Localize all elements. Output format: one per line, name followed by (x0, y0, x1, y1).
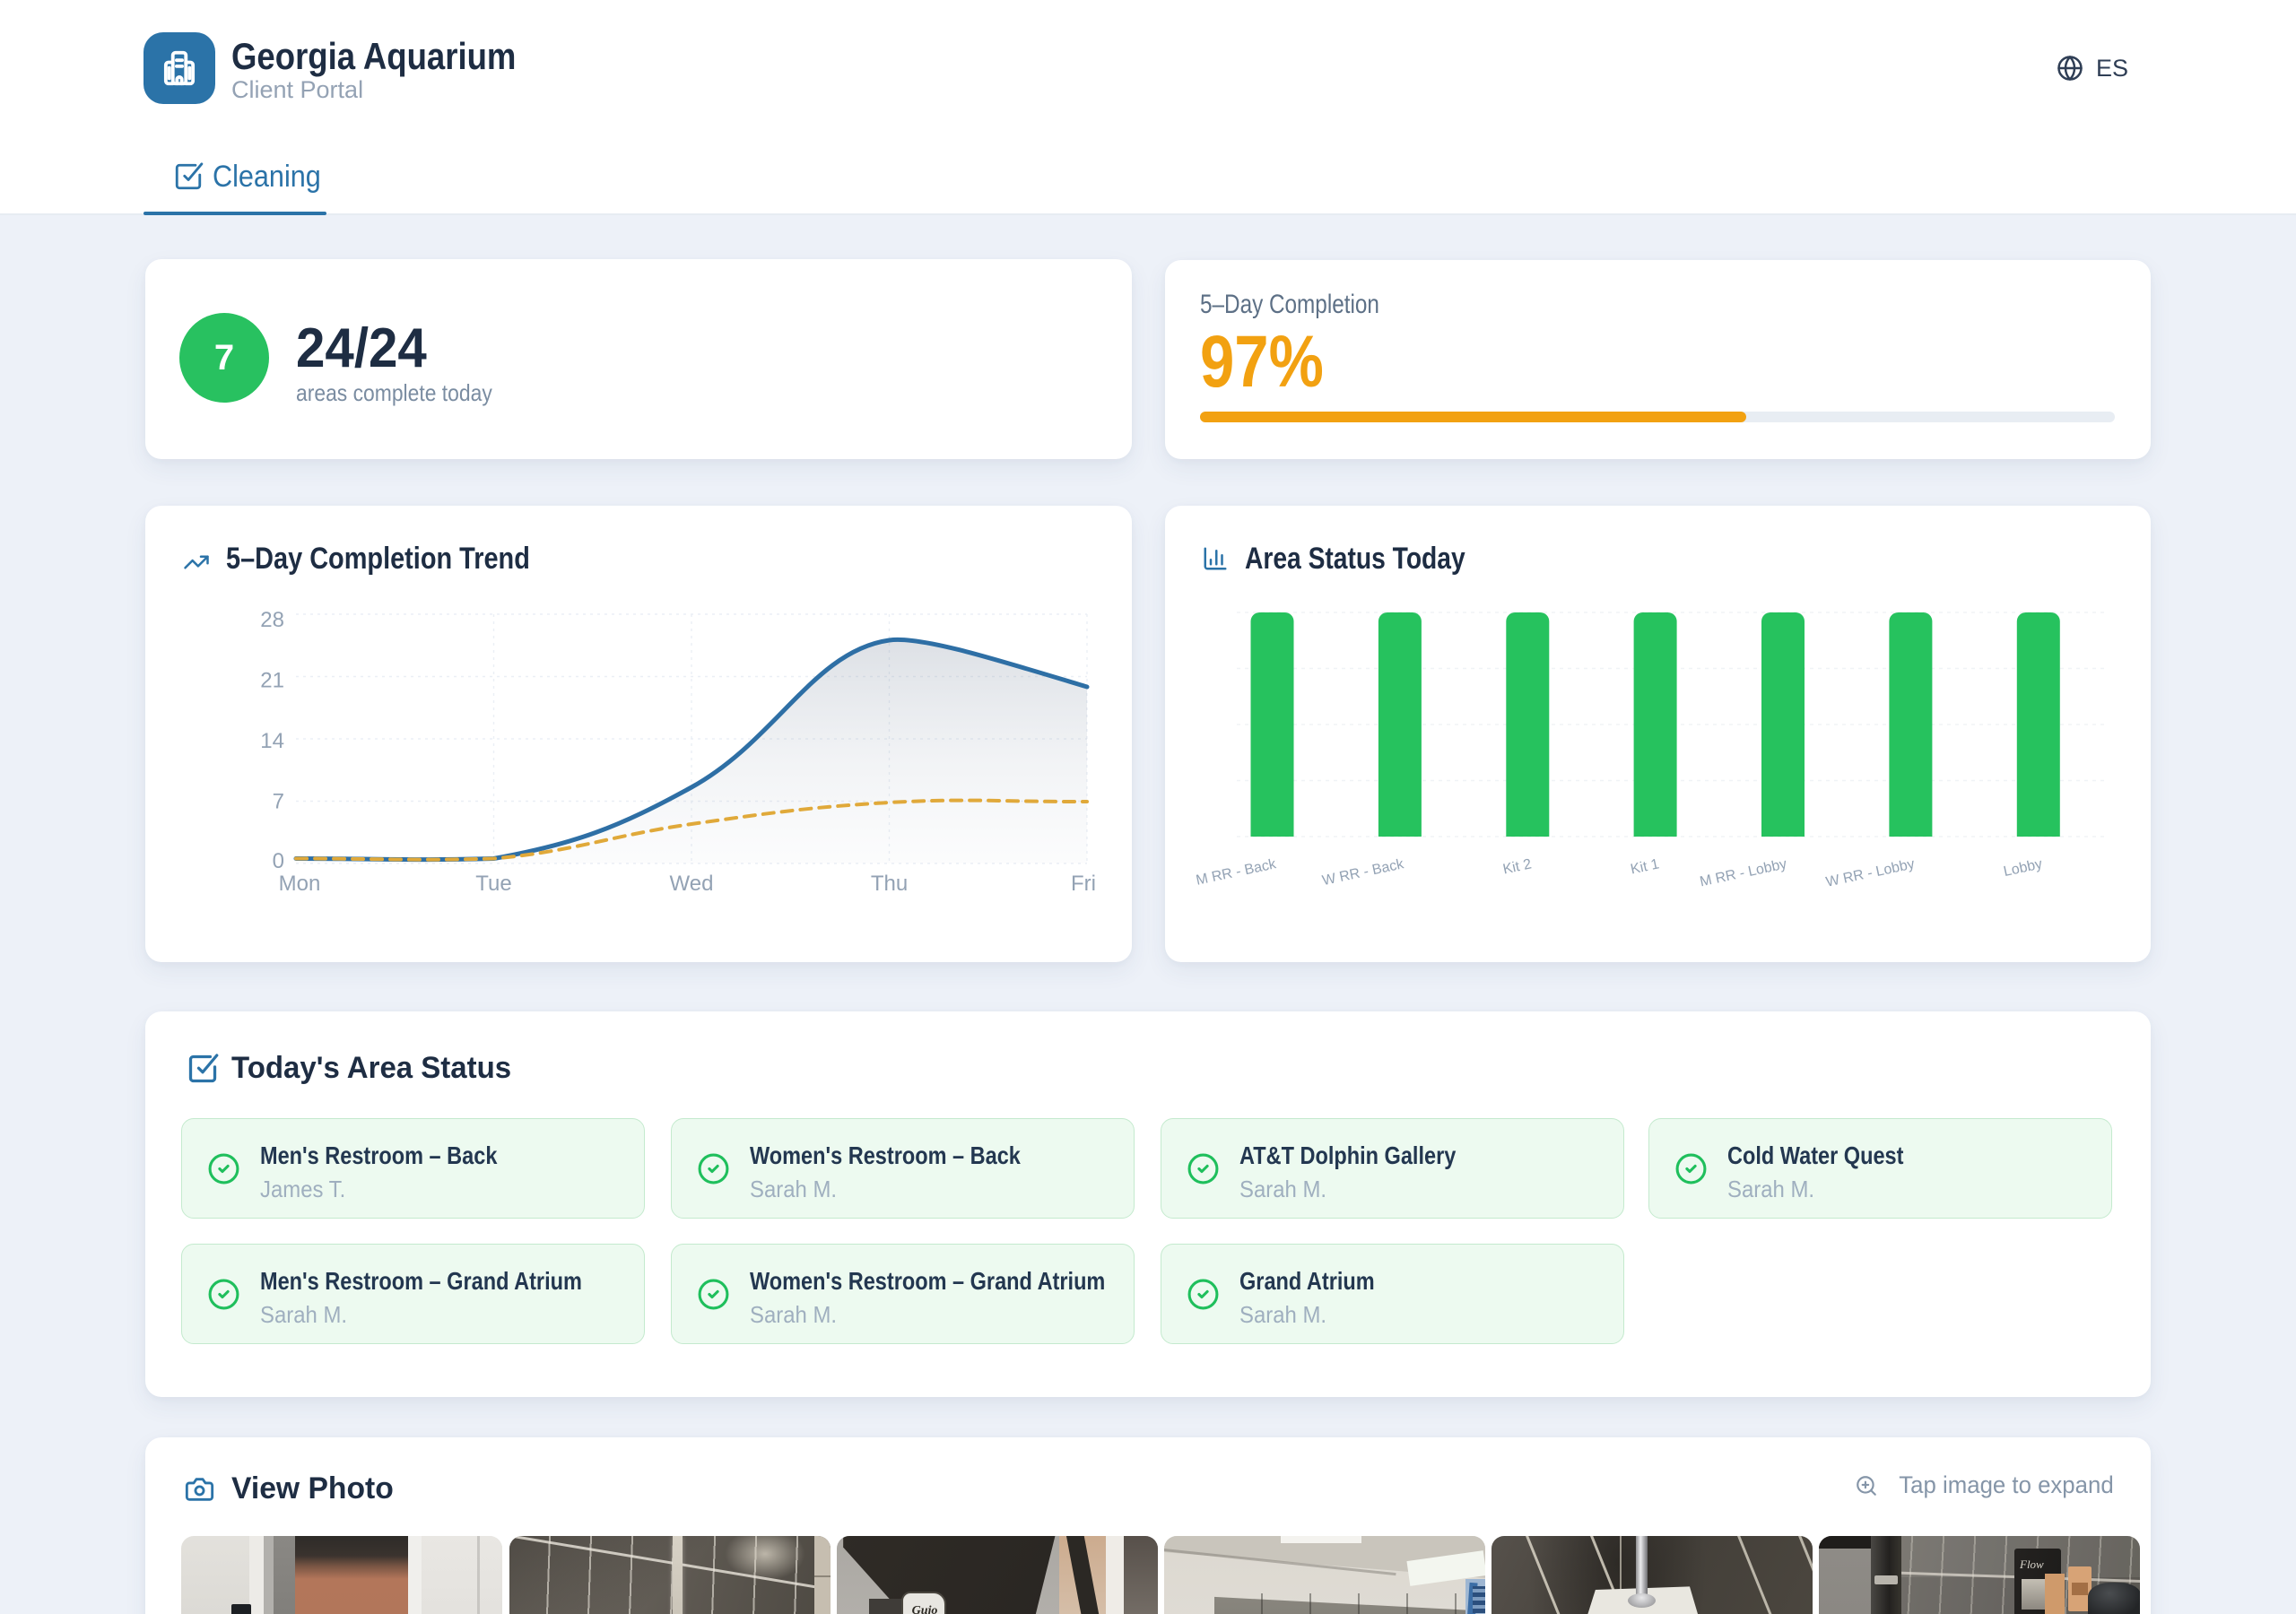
svg-text:Thu: Thu (871, 872, 908, 896)
svg-text:28: 28 (260, 608, 284, 632)
svg-text:M RR - Back: M RR - Back (1195, 856, 1278, 889)
svg-text:M RR - Lobby: M RR - Lobby (1699, 856, 1788, 889)
svg-text:Lobby: Lobby (2002, 856, 2043, 880)
svg-text:Tue: Tue (475, 872, 511, 896)
svg-text:Wed: Wed (670, 872, 714, 896)
svg-text:14: 14 (260, 729, 284, 753)
svg-text:Mon: Mon (279, 872, 321, 896)
svg-text:W RR - Back: W RR - Back (1321, 856, 1406, 889)
svg-text:Kit 2: Kit 2 (1501, 856, 1533, 877)
svg-text:0: 0 (273, 849, 284, 873)
svg-text:21: 21 (260, 669, 284, 693)
svg-text:Kit 1: Kit 1 (1630, 856, 1661, 877)
svg-text:W RR - Lobby: W RR - Lobby (1824, 856, 1916, 890)
svg-text:7: 7 (273, 790, 284, 814)
svg-text:Fri: Fri (1071, 872, 1096, 896)
